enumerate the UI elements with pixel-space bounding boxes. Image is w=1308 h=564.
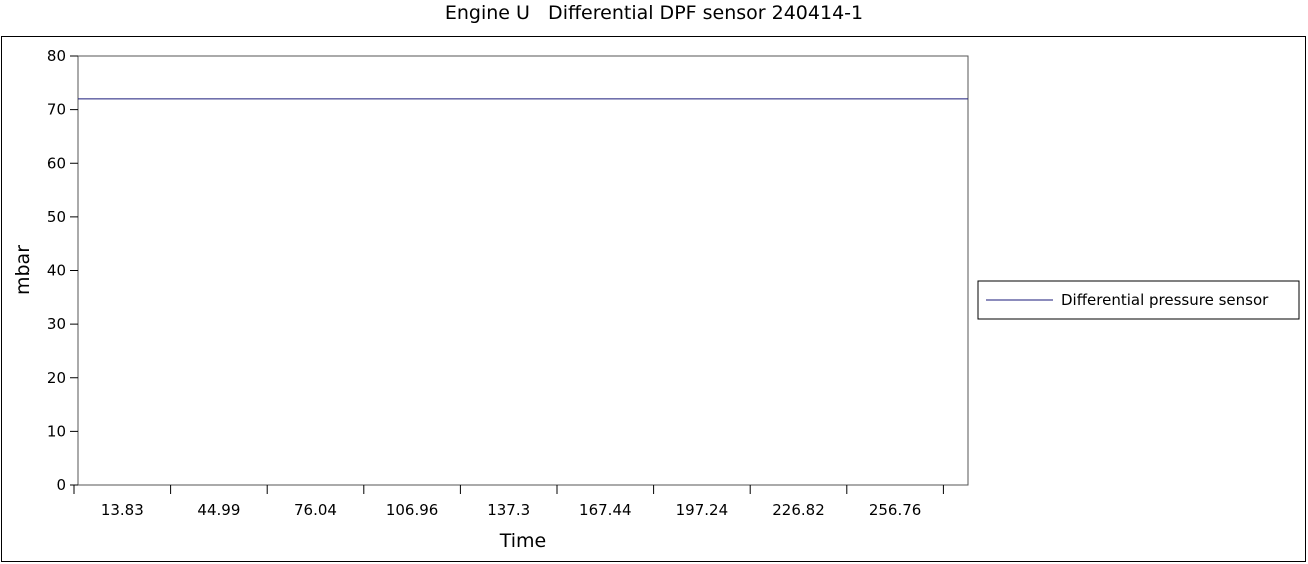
y-axis-label: mbar	[12, 245, 34, 295]
plot-area	[77, 55, 969, 486]
x-tick-label: 197.24	[676, 501, 729, 519]
y-axis: 0 10 20 30 40 50 60 70 80	[47, 47, 78, 494]
y-tick-label: 0	[56, 476, 66, 494]
x-tick-label: 13.83	[101, 501, 144, 519]
y-tick-label: 60	[47, 154, 66, 172]
x-tick-label: 256.76	[869, 501, 922, 519]
x-tick-label: 226.82	[772, 501, 825, 519]
y-tick-label: 70	[47, 101, 66, 119]
chart-title: Engine U Differential DPF sensor 240414-…	[444, 2, 864, 24]
legend-label: Differential pressure sensor	[1061, 291, 1269, 309]
y-tick-label: 20	[47, 369, 66, 387]
x-axis: 13.83 44.99 76.04 106.96 137.3 167.44 197.24 22…	[73, 485, 944, 519]
x-axis-label: Time	[499, 530, 547, 552]
y-tick-label: 10	[47, 422, 66, 440]
y-tick-label: 50	[47, 208, 66, 226]
y-tick-label: 40	[47, 262, 66, 280]
y-tick-label: 80	[47, 47, 66, 65]
x-tick-label: 76.04	[294, 501, 337, 519]
y-tick-label: 30	[47, 315, 66, 333]
chart-frame	[1, 36, 1306, 562]
x-tick-label: 137.3	[487, 501, 530, 519]
x-tick-label: 106.96	[386, 501, 439, 519]
x-tick-label: 44.99	[197, 501, 240, 519]
x-tick-label: 167.44	[579, 501, 632, 519]
legend: Differential pressure sensor	[977, 280, 1300, 320]
